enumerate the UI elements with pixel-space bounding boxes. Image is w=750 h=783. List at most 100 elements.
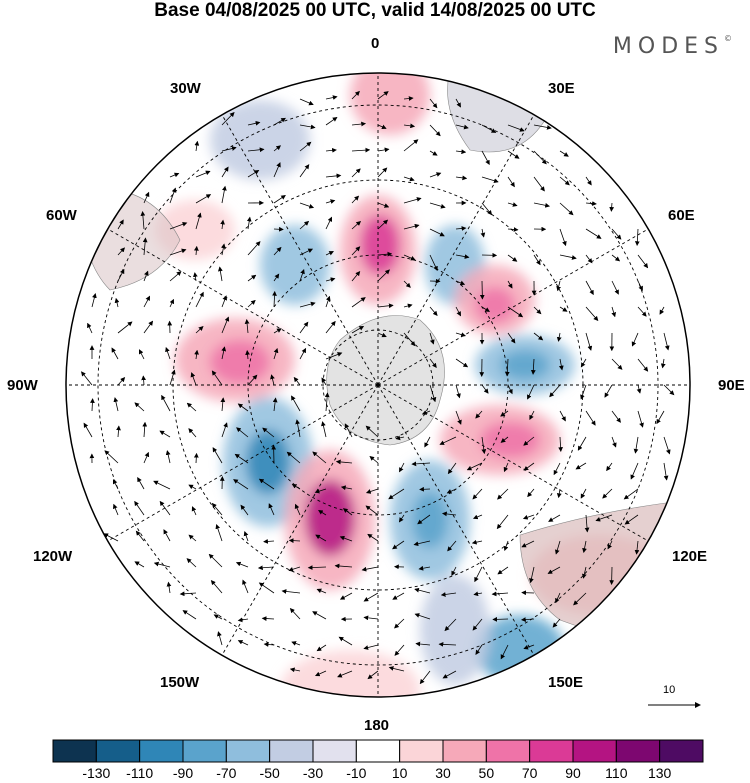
wind-vector [439,436,457,445]
wind-vector [365,505,379,516]
wind-vector [481,202,493,216]
wind-vector [556,488,562,499]
wind-vector [195,291,204,308]
colorbar-tick-label: 50 [478,765,495,781]
wind-vector [262,427,275,438]
wind-vector [585,228,602,239]
wind-vector [221,166,229,178]
wind-vector [217,266,223,282]
wind-vector [138,349,145,360]
wind-vector [507,227,519,232]
wind-vector [263,539,275,544]
logo-mark: © [724,34,732,43]
wind-vector [577,436,587,451]
wind-vector [472,618,483,631]
wind-vector [221,185,227,204]
wind-vector [325,199,336,204]
wind-vector [258,478,275,490]
wind-vector [179,591,197,597]
wind-vector [365,488,379,494]
wind-vector [606,462,613,472]
wind-vector [377,167,388,178]
wind-vector [631,332,639,347]
wind-vector [195,326,204,334]
colorbar-tick-label: 70 [521,765,538,781]
wind-vector [325,173,342,179]
colorbar-tick-label: -10 [346,765,367,781]
wind-vector [212,447,223,464]
wind-vector [367,533,379,542]
wind-vector [247,274,257,282]
wind-vector [221,316,230,334]
wind-vector [533,150,547,165]
wind-vector [237,640,249,646]
wind-vector [273,328,282,334]
colorbar-swatch [659,739,704,763]
wind-vector [403,303,413,309]
wind-vector [246,216,252,230]
lon-label-120w: 120W [33,548,73,565]
wind-vector [533,202,551,208]
wind-vector [548,514,561,522]
wind-vector [444,618,457,632]
wind-vector [186,402,197,412]
meridian-line [221,114,379,386]
wind-vector [473,591,483,597]
wind-vector [169,248,187,256]
wind-vector [289,667,301,673]
wind-vector [475,644,483,655]
wind-vector [244,318,250,334]
wind-vector [142,237,148,256]
wind-vector [363,615,379,621]
wind-vector [584,514,590,533]
wind-vector [299,347,307,360]
wind-vector [286,451,301,464]
wind-vector [623,488,639,500]
wind-vector [351,297,366,308]
wind-vector [417,514,431,525]
wind-vector [411,461,431,467]
wind-vector [351,168,361,178]
meridian-line [107,384,379,542]
wind-vector [361,566,379,572]
wind-vector [580,488,587,499]
wind-vector [611,280,619,295]
wind-vector [272,290,277,308]
wind-vector [554,540,561,555]
wind-vector [663,332,670,351]
wind-vector [273,246,282,256]
wind-vector [299,124,316,130]
wind-vector [403,123,416,129]
wind-vector [142,421,148,438]
anomaly-field [66,73,690,697]
wind-vector [235,561,249,568]
wind-vector [429,228,445,237]
wind-vector [438,641,457,647]
wind-vector [213,614,223,620]
wind-vector [273,195,286,204]
lon-label-60w: 60W [46,207,77,224]
wind-vector [403,280,411,288]
wind-vector [471,539,483,545]
wind-vector [414,587,431,594]
wind-vector [295,419,301,438]
wind-vector [403,139,419,152]
wind-vector [137,477,145,490]
wind-vector [447,462,457,475]
colorbar-swatch [442,739,487,763]
wind-vector [503,540,509,552]
wind-vector [611,410,621,423]
wind-vector [481,306,490,312]
wind-vector [163,529,171,542]
wind-vector [507,280,513,289]
wind-vector [293,376,301,386]
wind-vector [451,566,457,576]
colorbar-swatch [269,739,314,763]
wind-vector [663,462,669,481]
anomaly-cell [500,350,550,380]
wind-vector [403,96,414,101]
wind-vector [247,374,258,386]
wind-vector [442,670,457,679]
wind-vector [117,321,133,334]
wind-vector [112,479,119,490]
